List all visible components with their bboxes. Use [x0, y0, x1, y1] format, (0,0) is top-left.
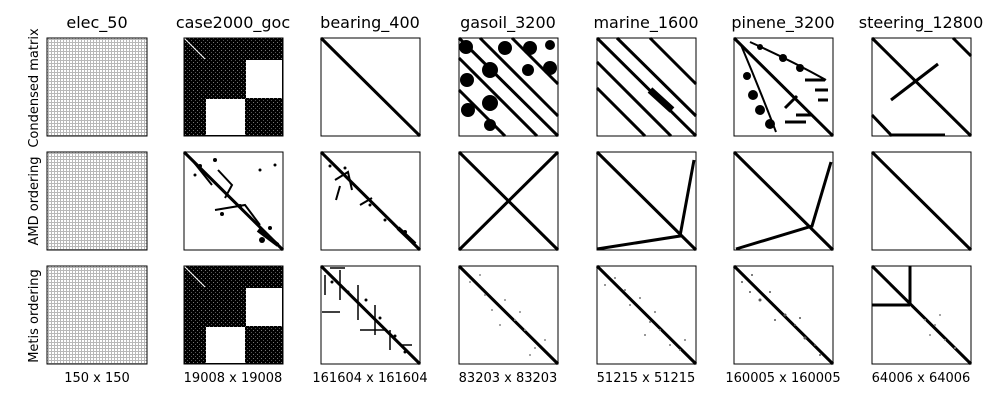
panel-bearing-amd [319, 150, 422, 252]
matrix-dimension-label: 83203 x 83203 [459, 371, 558, 386]
column-title: pinene_3200 [731, 13, 834, 33]
matrix-dimension-label: 150 x 150 [64, 371, 130, 386]
panel-case2000-metis [183, 265, 284, 365]
column-title: marine_1600 [593, 13, 698, 33]
panel-bearing-metis [319, 264, 422, 366]
panel-gasoil-metis [457, 264, 560, 366]
panel-steering-amd [870, 150, 973, 252]
panel-pinene-metis [732, 264, 835, 366]
column-title: steering_12800 [859, 13, 984, 33]
panel-elec-condensed [46, 37, 148, 137]
matrix-dimension-label: 64006 x 64006 [872, 371, 971, 386]
panel-marine-amd [595, 150, 698, 252]
row-label: AMD ordering [27, 156, 42, 245]
panel-steering-condensed [870, 36, 973, 138]
column-title: bearing_400 [320, 13, 420, 33]
panel-case2000-condensed [183, 37, 284, 137]
panel-steering-metis [870, 264, 973, 366]
row-label: Condensed matrix [27, 28, 42, 148]
panel-marine-condensed [595, 36, 698, 138]
column-title: gasoil_3200 [460, 13, 556, 33]
panel-pinene-amd [732, 150, 835, 252]
panel-case2000-amd [182, 150, 285, 252]
panel-elec-amd [46, 151, 148, 251]
panel-gasoil-amd [457, 150, 560, 252]
panel-gasoil-condensed [457, 36, 560, 138]
column-title: case2000_goc [176, 13, 290, 33]
panel-bearing-condensed [319, 36, 422, 138]
row-label: Metis ordering [27, 269, 42, 363]
column-title: elec_50 [66, 13, 127, 33]
matrix-dimension-label: 161604 x 161604 [312, 371, 427, 386]
panel-pinene-condensed [732, 36, 835, 138]
panel-elec-metis [46, 265, 148, 365]
matrix-dimension-label: 19008 x 19008 [184, 371, 283, 386]
panel-marine-metis [595, 264, 698, 366]
matrix-dimension-label: 160005 x 160005 [725, 371, 840, 386]
matrix-dimension-label: 51215 x 51215 [597, 371, 696, 386]
